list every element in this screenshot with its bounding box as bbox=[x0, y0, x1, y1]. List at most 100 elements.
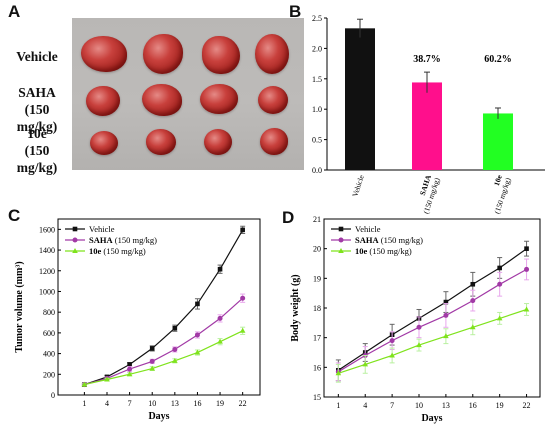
chart-c-point-triangle bbox=[149, 365, 156, 371]
chart-c-point-triangle bbox=[126, 371, 133, 377]
chart-d-point-circle bbox=[416, 324, 422, 330]
panel-letter-d: D bbox=[282, 208, 295, 227]
chart-c-legend-label: Vehicle bbox=[89, 224, 115, 234]
chart-d-legend-label-bold: 10e bbox=[355, 246, 368, 256]
chart-c-ytick-label: 1200 bbox=[39, 267, 55, 276]
chart-b-annotation: 60.2% bbox=[484, 54, 512, 65]
chart-c-xtick-label: 10 bbox=[148, 399, 156, 408]
chart-c-xtick-label: 4 bbox=[105, 399, 109, 408]
panel-letter-b: B bbox=[289, 2, 302, 21]
chart-d-legend-label: SAHA (150 mg/kg) bbox=[355, 235, 423, 245]
chart-b-bar bbox=[345, 28, 375, 171]
chart-d-legend-label-rest: Vehicle bbox=[355, 224, 381, 234]
chart-c-point-triangle bbox=[194, 349, 201, 355]
chart-c-series-line bbox=[84, 229, 244, 386]
chart-d-point-triangle bbox=[389, 352, 395, 358]
chart-c-xtick-label: 1 bbox=[82, 399, 86, 408]
chart-d-series-line bbox=[338, 308, 527, 374]
chart-c-series-line bbox=[84, 330, 243, 386]
chart-b-ytick-label: 0.0 bbox=[312, 166, 322, 175]
chart-b-xtick-label-bold: 10e bbox=[492, 173, 504, 187]
chart-c-ytick-label: 0 bbox=[51, 391, 55, 400]
chart-d-legend-marker bbox=[338, 226, 344, 232]
chart-b-ytick-label: 1.0 bbox=[312, 105, 322, 114]
chart-c-ytick-label: 1000 bbox=[39, 287, 55, 296]
chart-d-xlabel: Days bbox=[421, 413, 442, 424]
chart-d-xtick-label: 19 bbox=[496, 401, 504, 410]
chart-d-xtick-label: 22 bbox=[523, 401, 531, 410]
chart-c-legend-label-rest: (150 mg/kg) bbox=[101, 246, 146, 256]
chart-c-point-circle bbox=[194, 332, 200, 338]
chart-b-bar bbox=[483, 113, 513, 170]
chart-c-point-square bbox=[172, 325, 178, 331]
chart-c-ytick-label: 600 bbox=[43, 329, 55, 338]
chart-c-point-circle bbox=[127, 366, 133, 372]
chart-c-ytick-label: 200 bbox=[43, 370, 55, 379]
chart-d-point-circle bbox=[443, 312, 449, 318]
chart-d-point-triangle bbox=[469, 324, 476, 330]
chart-c-xtick-label: 19 bbox=[216, 399, 224, 408]
chart-c-point-square bbox=[127, 362, 132, 367]
chart-d-ytick-label: 17 bbox=[313, 334, 321, 343]
chart-d-point-square bbox=[497, 265, 502, 271]
group-label-saha-line1: SAHA bbox=[18, 85, 56, 100]
chart-b-ytick-label: 0.5 bbox=[312, 136, 322, 145]
chart-b-annotation: 38.7% bbox=[413, 54, 441, 65]
tumor-saha-1 bbox=[86, 86, 120, 116]
tumor-saha-3 bbox=[200, 84, 238, 114]
chart-d-point-square bbox=[443, 299, 449, 305]
chart-c-legend-label: 10e (150 mg/kg) bbox=[89, 246, 146, 256]
chart-d-point-circle bbox=[497, 281, 503, 287]
chart-d-ytick-label: 19 bbox=[313, 274, 321, 283]
chart-d-point-square bbox=[470, 281, 476, 287]
chart-d-xtick-label: 4 bbox=[363, 401, 367, 410]
chart-b-bar bbox=[412, 82, 442, 170]
chart-d-xtick-label: 1 bbox=[336, 401, 340, 410]
chart-d-point-triangle bbox=[416, 342, 422, 348]
group-label-vehicle-line1: Vehicle bbox=[16, 49, 58, 64]
chart-d-xtick-label: 10 bbox=[415, 401, 423, 410]
chart-d-point-triangle bbox=[523, 306, 530, 312]
chart-c-xtick-label: 7 bbox=[128, 399, 132, 408]
chart-c-point-circle bbox=[240, 295, 246, 301]
chart-c-plot-frame bbox=[57, 218, 261, 396]
tumor-photo bbox=[72, 18, 304, 170]
chart-c-xlabel: Days bbox=[148, 411, 169, 422]
panel-letter-a: A bbox=[8, 2, 21, 21]
tumor-vehicle-3 bbox=[202, 36, 240, 74]
chart-d-point-triangle bbox=[443, 333, 449, 339]
chart-c-xtick-label: 16 bbox=[193, 399, 201, 408]
chart-d-ytick-label: 16 bbox=[313, 363, 321, 372]
chart-c-legend-marker bbox=[72, 248, 78, 253]
chart-d-ylabel: Body weight (g) bbox=[290, 274, 301, 341]
chart-c-point-square bbox=[149, 346, 155, 351]
chart-d-series-line bbox=[337, 248, 527, 371]
chart-c-legend-label-bold: 10e bbox=[89, 246, 102, 256]
chart-d-point-circle bbox=[470, 298, 476, 304]
panel-letter-c: C bbox=[8, 206, 21, 225]
tumor-vehicle-2 bbox=[143, 34, 183, 74]
tumor-10e-3 bbox=[204, 129, 232, 155]
chart-c-ytick-label: 800 bbox=[43, 308, 55, 317]
chart-c-xtick-label: 22 bbox=[239, 399, 247, 408]
chart-c-point-circle bbox=[217, 315, 223, 321]
chart-d-point-circle bbox=[389, 338, 395, 344]
chart-c-point-circle bbox=[172, 346, 178, 352]
group-label-10e-line1: 10e bbox=[27, 126, 47, 141]
chart-b-ytick-label: 1.5 bbox=[312, 75, 322, 84]
chart-d-point-square bbox=[524, 246, 529, 251]
tumor-10e-4 bbox=[260, 128, 288, 155]
tumor-10e-1 bbox=[90, 131, 118, 155]
chart-c-point-square bbox=[195, 301, 200, 307]
chart-c-series-line bbox=[84, 297, 244, 386]
chart-c-legend-label-rest: (150 mg/kg) bbox=[113, 235, 158, 245]
chart-c-point-triangle bbox=[239, 327, 246, 333]
chart-d-xtick-label: 7 bbox=[390, 401, 394, 410]
chart-d-legend-label-rest: (150 mg/kg) bbox=[367, 246, 412, 256]
chart-d-legend-label: Vehicle bbox=[355, 224, 381, 234]
chart-d-legend-label: 10e (150 mg/kg) bbox=[355, 246, 412, 256]
chart-d-point-triangle bbox=[362, 361, 369, 367]
chart-c-legend-label-bold: SAHA bbox=[89, 235, 113, 245]
